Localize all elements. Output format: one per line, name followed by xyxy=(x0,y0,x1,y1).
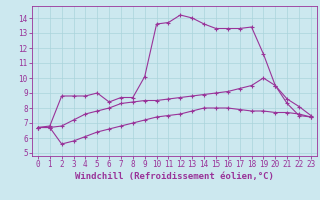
X-axis label: Windchill (Refroidissement éolien,°C): Windchill (Refroidissement éolien,°C) xyxy=(75,172,274,181)
